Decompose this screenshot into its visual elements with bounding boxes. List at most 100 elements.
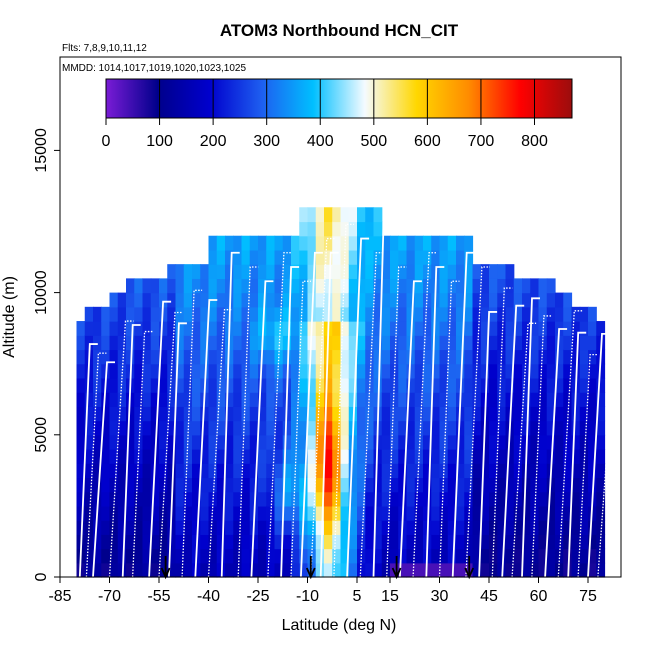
heatmap-cell	[579, 335, 589, 351]
heatmap-cell	[159, 520, 168, 535]
heatmap-cell	[489, 449, 498, 464]
heatmap-cell	[167, 434, 177, 450]
heatmap-cell	[365, 292, 375, 308]
heatmap-cell	[299, 392, 309, 407]
heatmap-cell	[456, 548, 465, 564]
heatmap-cell	[150, 477, 160, 493]
heatmap-cell	[183, 264, 193, 279]
heatmap-cell	[431, 548, 441, 564]
heatmap-cell	[447, 420, 457, 436]
heatmap-cell	[84, 548, 94, 564]
heatmap-cell	[398, 349, 408, 365]
heatmap-cell	[563, 349, 573, 365]
heatmap-cell	[183, 562, 193, 578]
heatmap-cell	[183, 491, 193, 507]
heatmap-cell	[175, 534, 185, 550]
heatmap-cell	[167, 306, 177, 322]
heatmap-cell	[307, 349, 317, 365]
heatmap-cell	[200, 463, 210, 479]
heatmap-cell	[439, 306, 449, 322]
heatmap-cell	[340, 406, 350, 422]
heatmap-cell	[489, 264, 498, 279]
heatmap-cell	[167, 420, 177, 436]
heatmap-cell	[282, 292, 292, 308]
flight-profile	[290, 280, 311, 578]
heatmap-cell	[357, 377, 366, 393]
heatmap-cell	[291, 548, 300, 564]
heatmap-cell	[282, 249, 292, 265]
heatmap-cell	[117, 548, 127, 564]
heatmap-cell	[291, 520, 300, 535]
heatmap-cell	[142, 349, 152, 365]
heatmap-cell	[571, 463, 581, 479]
heatmap-cell	[381, 278, 391, 294]
heatmap-cell	[596, 534, 606, 550]
heatmap-cell	[274, 505, 284, 521]
heatmap-cell	[315, 505, 325, 521]
heatmap-cell	[472, 278, 482, 294]
heatmap-cell	[183, 392, 193, 407]
heatmap-cell	[447, 278, 457, 294]
heatmap-cell	[546, 505, 556, 521]
heatmap-cell	[126, 534, 135, 550]
flight-profile	[577, 353, 599, 578]
heatmap-cell	[249, 377, 259, 393]
heatmap-cell	[381, 463, 391, 479]
heatmap-cell	[241, 406, 251, 422]
heatmap-cell	[423, 477, 432, 493]
flight-profile	[85, 352, 107, 578]
heatmap-cell	[546, 420, 556, 436]
flight-profile	[300, 251, 323, 578]
heatmap-cell	[480, 306, 490, 322]
heatmap-cell	[266, 392, 276, 407]
heatmap-cell	[546, 377, 556, 393]
heatmap-cell	[84, 335, 94, 351]
heatmap-cell	[307, 207, 317, 223]
heatmap-cell	[340, 264, 350, 279]
heatmap-cell	[340, 377, 350, 393]
heatmap-cell	[398, 434, 408, 450]
flight-profile	[108, 320, 134, 578]
heatmap-cell	[167, 406, 177, 422]
heatmap-cell	[414, 477, 424, 493]
heatmap-cell	[291, 321, 300, 336]
heatmap-cell	[101, 505, 111, 521]
heatmap-cell	[233, 477, 243, 493]
heatmap-cell	[183, 406, 193, 422]
heatmap-cell	[480, 363, 490, 379]
x-tick-label: 75	[579, 588, 597, 605]
heatmap-cell	[93, 420, 102, 436]
heatmap-cell	[571, 534, 581, 550]
flight-profile	[333, 223, 354, 578]
heatmap-cell	[431, 363, 441, 379]
heatmap-cell	[596, 434, 606, 450]
heatmap-cell	[530, 562, 540, 578]
heatmap-cell	[208, 449, 218, 464]
heatmap-cell	[414, 392, 424, 407]
heatmap-cell	[588, 349, 597, 365]
heatmap-cell	[183, 335, 193, 351]
heatmap-cell	[142, 534, 152, 550]
heatmap-cell	[480, 491, 490, 507]
heatmap-cell	[216, 434, 226, 450]
flight-profile	[181, 289, 203, 578]
heatmap-cell	[332, 449, 342, 464]
heatmap-cell	[307, 520, 317, 535]
heatmap-cell	[340, 463, 350, 479]
heatmap-cell	[134, 420, 144, 436]
heatmap-cell	[472, 292, 482, 308]
heatmap-cell	[456, 505, 465, 521]
heatmap-cell	[109, 434, 119, 450]
heatmap-cell	[390, 520, 399, 535]
heatmap-cell	[225, 520, 234, 535]
heatmap-cell	[216, 392, 226, 407]
heatmap-cell	[381, 349, 391, 365]
heatmap-cell	[84, 321, 94, 336]
heatmap-cell	[398, 392, 408, 407]
heatmap-cell	[291, 434, 300, 450]
heatmap-cell	[390, 392, 399, 407]
heatmap-cell	[340, 548, 350, 564]
heatmap-cell	[464, 420, 474, 436]
heatmap-cell	[522, 406, 531, 422]
heatmap-cell	[390, 463, 399, 479]
